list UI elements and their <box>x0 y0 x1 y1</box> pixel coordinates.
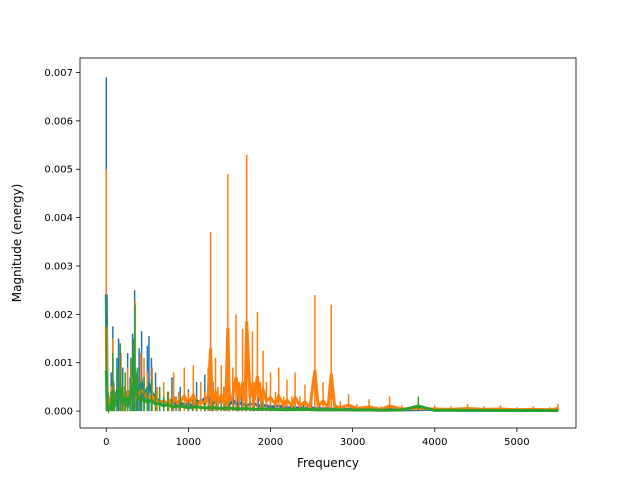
y-axis-label: Magnitude (energy) <box>10 184 24 303</box>
x-tick-label: 3000 <box>340 437 365 448</box>
y-tick-label: 0.003 <box>44 261 73 272</box>
y-tick-label: 0.006 <box>44 116 73 127</box>
x-tick-label: 1000 <box>176 437 201 448</box>
x-tick-label: 0 <box>103 437 109 448</box>
series-layer <box>104 77 559 414</box>
y-tick-label: 0.000 <box>44 407 73 418</box>
y-tick-label: 0.005 <box>44 165 73 176</box>
plot-area: 0 1000 2000 3000 4000 5000 0.0000.0010.0020.0… <box>44 57 577 448</box>
y-tick-label: 0.007 <box>44 68 73 79</box>
series-2-line <box>104 321 559 412</box>
x-axis: 0 1000 2000 3000 4000 5000 <box>103 428 530 448</box>
y-axis: 0.000 0.001 0.002 0.003 0.004 0.005 0.006 0.007 <box>44 68 80 418</box>
x-tick-label: 5000 <box>504 437 529 448</box>
y-tick-label: 0.002 <box>44 310 73 321</box>
x-axis-label: Frequency <box>297 456 359 470</box>
axes-frame <box>79 57 577 429</box>
y-tick-label: 0.004 <box>44 213 73 224</box>
series-3-line <box>104 370 558 414</box>
y-tick-label: 0.001 <box>44 358 73 369</box>
x-tick-label: 4000 <box>422 437 447 448</box>
x-tick-label: 2000 <box>258 437 283 448</box>
